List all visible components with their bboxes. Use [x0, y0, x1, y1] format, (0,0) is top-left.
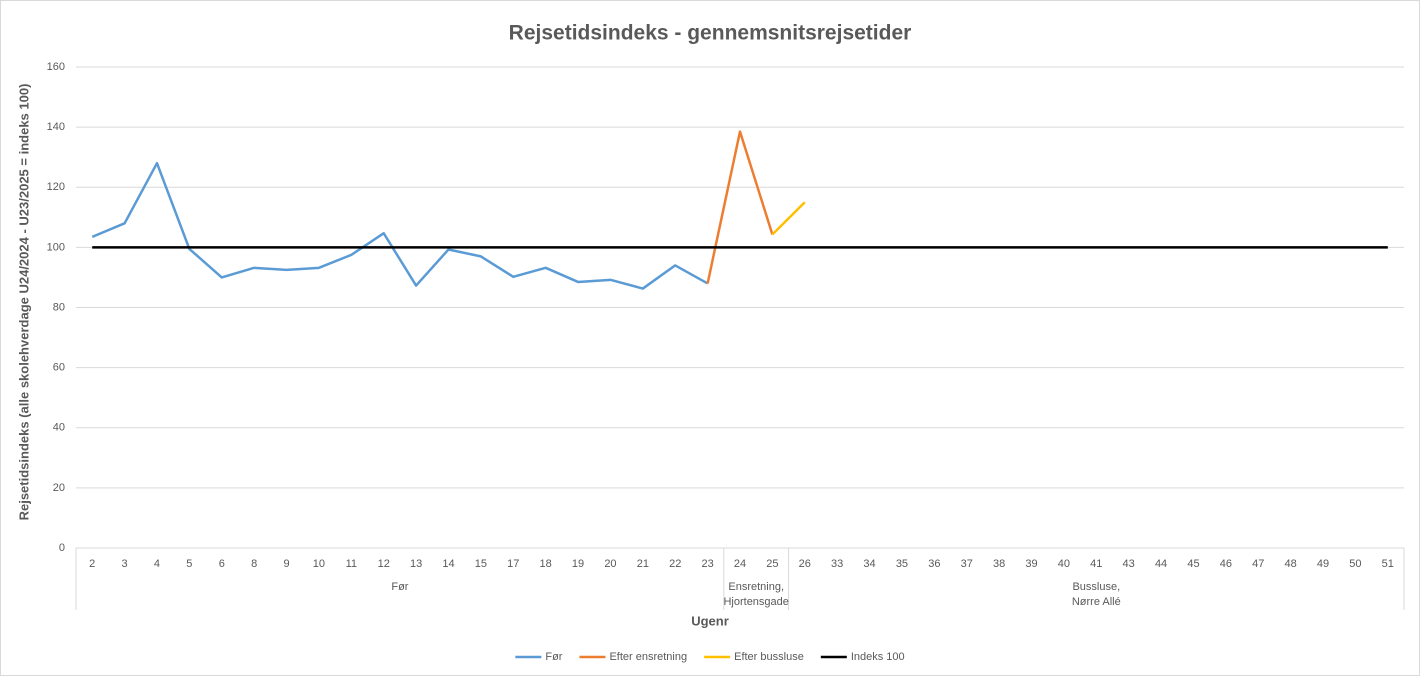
y-axis-title: Rejsetidsindeks (alle skolehverdage U24/…	[16, 84, 31, 521]
x-tick-label: 33	[831, 558, 843, 570]
x-tick-label: 18	[540, 558, 552, 570]
y-tick-label: 80	[53, 301, 65, 313]
chart-title: Rejsetidsindeks - gennemsnitsrejsetider	[509, 22, 912, 45]
x-tick-label: 19	[572, 558, 584, 570]
x-tick-label: 46	[1220, 558, 1232, 570]
legend-label: Før	[545, 651, 562, 663]
x-tick-label: 40	[1058, 558, 1070, 570]
x-tick-label: 20	[604, 558, 616, 570]
x-axis-title: Ugenr	[691, 613, 729, 628]
x-tick-label: 25	[766, 558, 778, 570]
x-tick-label: 14	[442, 558, 454, 570]
x-tick-label: 45	[1187, 558, 1199, 570]
x-tick-label: 51	[1382, 558, 1394, 570]
x-tick-label: 36	[928, 558, 940, 570]
x-tick-label: 2	[89, 558, 95, 570]
y-tick-label: 160	[47, 61, 65, 73]
series-line	[771, 201, 806, 236]
legend-label: Efter bussluse	[734, 651, 804, 663]
x-tick-label: 15	[475, 558, 487, 570]
x-tick-label: 37	[961, 558, 973, 570]
legend-label: Indeks 100	[851, 651, 905, 663]
x-tick-label: 44	[1155, 558, 1167, 570]
group-label: Hjortensgade	[723, 596, 788, 608]
series-line	[706, 130, 774, 284]
legend-label: Efter ensretning	[609, 651, 687, 663]
x-tick-label: 43	[1123, 558, 1135, 570]
y-tick-label: 100	[47, 241, 65, 253]
x-tick-label: 26	[799, 558, 811, 570]
x-tick-label: 49	[1317, 558, 1329, 570]
y-tick-label: 60	[53, 362, 65, 374]
y-tick-label: 140	[47, 121, 65, 133]
x-tick-label: 4	[154, 558, 160, 570]
group-label: Før	[391, 581, 408, 593]
x-tick-label: 39	[1025, 558, 1037, 570]
x-tick-label: 34	[863, 558, 875, 570]
y-tick-label: 0	[59, 542, 65, 554]
x-tick-label: 17	[507, 558, 519, 570]
group-label: Ensretning,	[728, 581, 784, 593]
x-tick-label: 6	[219, 558, 225, 570]
group-label: Bussluse,	[1072, 581, 1120, 593]
x-tick-label: 48	[1285, 558, 1297, 570]
y-tick-label: 120	[47, 181, 65, 193]
x-tick-label: 22	[669, 558, 681, 570]
x-tick-label: 10	[313, 558, 325, 570]
x-tick-label: 41	[1090, 558, 1102, 570]
x-tick-label: 23	[701, 558, 713, 570]
series-line	[91, 161, 709, 290]
x-tick-label: 5	[186, 558, 192, 570]
x-tick-label: 50	[1349, 558, 1361, 570]
x-tick-label: 11	[346, 558, 357, 570]
y-tick-label: 40	[53, 422, 65, 434]
x-tick-label: 38	[993, 558, 1005, 570]
x-tick-label: 9	[283, 558, 289, 570]
x-tick-label: 24	[734, 558, 746, 570]
group-label: Nørre Allé	[1072, 596, 1121, 608]
x-tick-label: 21	[637, 558, 649, 570]
x-tick-label: 35	[896, 558, 908, 570]
y-tick-label: 20	[53, 482, 65, 494]
x-tick-label: 47	[1252, 558, 1264, 570]
x-tick-label: 12	[378, 558, 390, 570]
x-tick-label: 8	[251, 558, 257, 570]
x-tick-label: 13	[410, 558, 422, 570]
x-tick-label: 3	[122, 558, 128, 570]
